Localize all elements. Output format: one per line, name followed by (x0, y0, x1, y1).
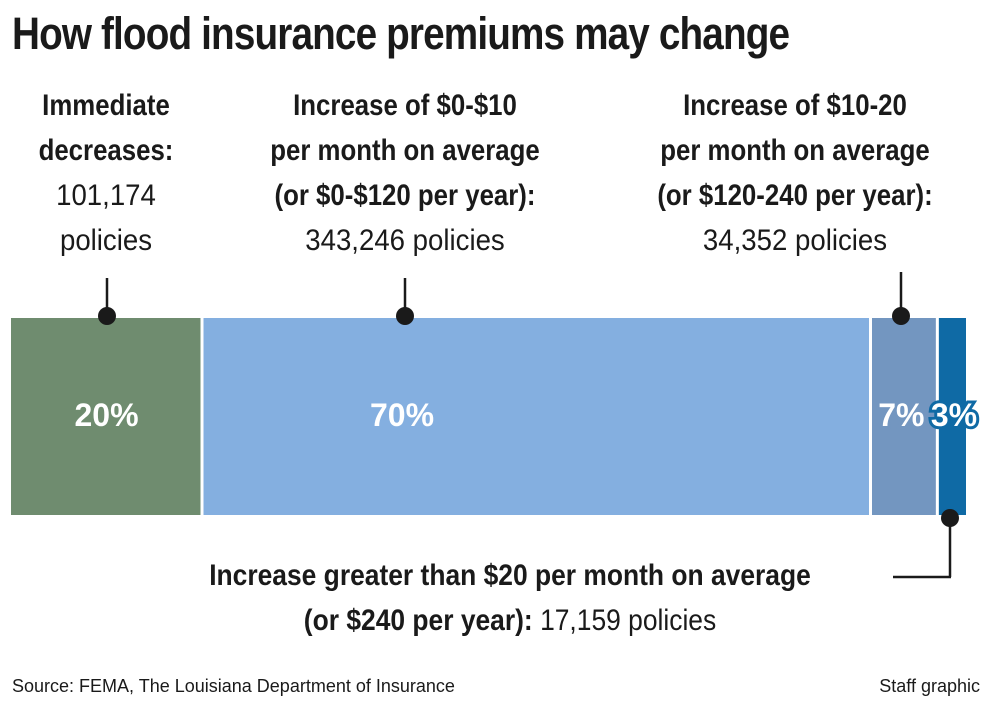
label-text: Immediate (42, 89, 170, 122)
label-text: decreases: (38, 134, 174, 167)
credit-note: Staff graphic (879, 676, 980, 696)
leader-increase-over-20-dot (941, 509, 959, 527)
label-text: (or $240 per year): (303, 604, 533, 637)
label-increase-10-20: Increase of $10-20 per month on average … (600, 83, 990, 263)
label-increase-0-10: Increase of $0-$10 per month on average … (215, 83, 595, 263)
label-text: per month on average (660, 134, 930, 167)
label-text: (or $120-240 per year): (657, 179, 933, 212)
label-immediate-decreases: Immediate decreases: 101,174 policies (0, 83, 212, 263)
value-label-immediate-decreases: 20% (74, 397, 138, 433)
label-text: (or $0-$120 per year): (274, 179, 536, 212)
label-text: Increase of $0-$10 (293, 89, 517, 122)
leader-immediate-decreases-dot (98, 307, 116, 325)
value-label-increase-over-20: 3% (931, 397, 977, 433)
policy-count: 17,159 policies (532, 604, 717, 637)
source-note: Source: FEMA, The Louisiana Department o… (12, 676, 455, 696)
policy-count: 101,174 (56, 179, 156, 212)
value-label-increase-10-20: 7% (878, 397, 924, 433)
leader-increase-0-10-dot (396, 307, 414, 325)
policy-count: 343,246 policies (305, 224, 505, 257)
label-text: Increase greater than $20 per month on a… (209, 559, 811, 592)
leader-increase-10-20-dot (892, 307, 910, 325)
value-label-increase-0-10: 70% (370, 397, 434, 433)
chart-title: How flood insurance premiums may change (12, 8, 790, 59)
policy-count: 34,352 policies (702, 224, 888, 257)
label-text: per month on average (270, 134, 540, 167)
bar-segment-increase-0-10 (202, 318, 871, 515)
label-increase-over-20: Increase greater than $20 per month on a… (130, 553, 890, 643)
label-text: Increase of $10-20 (683, 89, 907, 122)
bar-segment-increase-10-20 (870, 318, 938, 515)
label-text: policies (59, 224, 153, 257)
bar-segment-immediate-decreases (11, 318, 202, 515)
bar-segment-increase-over-20 (937, 318, 966, 515)
